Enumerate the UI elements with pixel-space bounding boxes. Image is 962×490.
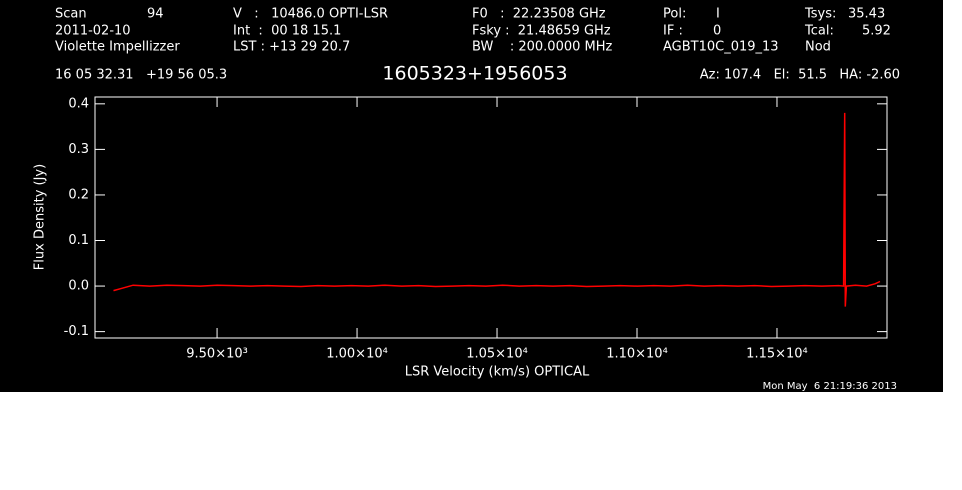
header-text: IF : — [663, 24, 683, 39]
header-text: Fsky : 21.48659 GHz — [472, 24, 611, 39]
header-text: LST : +13 29 20.7 — [233, 40, 350, 55]
header-text: 94 — [147, 7, 164, 22]
chart-title: 1605323+1956053 — [382, 63, 567, 85]
header-text: Nod — [805, 40, 831, 55]
y-tick-label: 0.1 — [68, 233, 89, 248]
x-tick-label: 1.05×10⁴ — [466, 347, 528, 362]
header-text: Tsys: — [804, 7, 836, 22]
pointing-info: Az: 107.4 El: 51.5 HA: -2.60 — [700, 68, 900, 83]
x-tick-label: 1.15×10⁴ — [746, 347, 808, 362]
y-tick-label: 0.4 — [68, 96, 89, 111]
header-text: V : 10486.0 OPTI-LSR — [233, 7, 388, 22]
header-text: Scan — [55, 7, 87, 22]
header-text: BW : 200.0000 MHz — [472, 40, 613, 55]
timestamp: Mon May 6 21:19:36 2013 — [763, 381, 897, 392]
header-text: Violette Impellizzer — [55, 40, 180, 55]
header-text: 5.92 — [862, 24, 891, 39]
x-tick-label: 1.00×10⁴ — [326, 347, 388, 362]
header-text: Int : 00 18 15.1 — [233, 24, 341, 39]
plot-frame — [94, 96, 888, 339]
header-text: 35.43 — [848, 7, 885, 22]
header-text: 2011-02-10 — [55, 24, 131, 39]
x-axis-label: LSR Velocity (km/s) OPTICAL — [405, 365, 590, 380]
y-tick-label: -0.1 — [64, 324, 89, 339]
header-text: F0 : 22.23508 GHz — [472, 7, 606, 22]
header-text: 0 — [713, 24, 721, 39]
y-tick-label: 0.3 — [68, 142, 89, 157]
y-tick-label: 0.0 — [68, 279, 89, 294]
header-text: AGBT10C_019_13 — [663, 40, 779, 55]
coordinates: 16 05 32.31 +19 56 05.3 — [55, 68, 227, 83]
x-tick-label: 9.50×10³ — [186, 347, 248, 362]
x-tick-label: 1.10×10⁴ — [606, 347, 668, 362]
header-text: I — [716, 7, 720, 22]
header-text: Pol: — [663, 7, 686, 22]
y-axis-label: Flux Density (Jy) — [33, 164, 48, 270]
plot-window — [0, 0, 943, 392]
y-tick-label: 0.2 — [68, 187, 89, 202]
header-text: Tcal: — [804, 24, 834, 39]
spectrum-line — [113, 112, 881, 307]
